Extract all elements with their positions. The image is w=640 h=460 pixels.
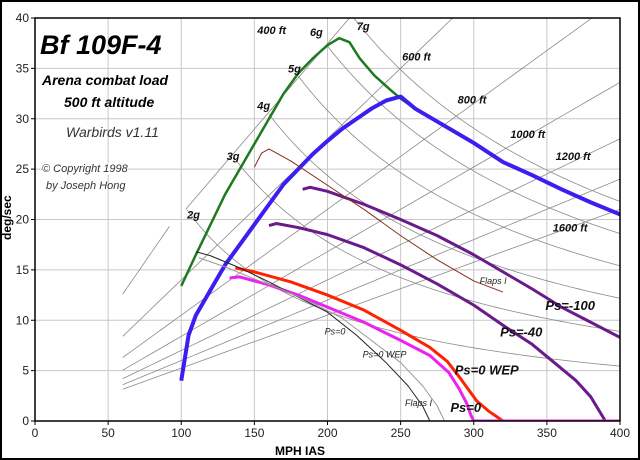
annotation-label: Ps=0 WEP: [363, 350, 407, 360]
x-tick-label: 350: [537, 426, 557, 440]
radius-line-1000ft: [122, 81, 620, 371]
annotation-label: Flaps I: [405, 398, 433, 408]
plot-frame: [34, 17, 621, 422]
y-tick-label: 30: [16, 112, 30, 126]
g-line-5g: [297, 75, 620, 267]
copyright-line-1: © Copyright 1998: [42, 163, 128, 175]
x-tick-label: 100: [171, 426, 191, 440]
annotation-label: 800 ft: [458, 95, 488, 107]
x-tick-label: 150: [244, 426, 264, 440]
series-line-ps-0-wep-thin-: [198, 257, 445, 421]
annotation-label: 7g: [357, 21, 370, 33]
radius-line-1600ft: [122, 208, 620, 390]
y-tick-label: 5: [22, 364, 29, 378]
x-tick-label: 400: [610, 426, 630, 440]
chart-title: Bf 109F-4: [40, 30, 162, 60]
annotation-label: 1200 ft: [556, 151, 592, 163]
annotation-label: 4g: [256, 101, 270, 113]
annotation-label: Ps=0: [325, 326, 346, 336]
y-tick-label: 0: [22, 414, 29, 428]
annotations: 400 ft 6g 7g 5g 4g 3g 2g 600 ft 800 ft 1000 ft 120…: [186, 21, 596, 415]
annotation-label: Ps=0: [450, 400, 481, 415]
copyright-line-2: by Joseph Hong: [46, 180, 126, 192]
g-line-3g: [233, 157, 620, 332]
g-line-7g: [353, 18, 620, 202]
series-line-ps-0: [229, 275, 620, 421]
y-tick-label: 20: [16, 213, 30, 227]
annotation-label: 1000 ft: [510, 129, 546, 141]
annotation-label: Ps=0 WEP: [455, 363, 519, 378]
x-tick-label: 250: [391, 426, 411, 440]
x-tick-label: 300: [464, 426, 484, 440]
series-line-flaps-i: [253, 148, 504, 293]
x-axis-label: MPH IAS: [275, 444, 325, 458]
annotation-label: 1600 ft: [553, 223, 589, 235]
y-tick-label: 35: [16, 61, 30, 75]
x-tick-label: 50: [101, 426, 115, 440]
radius-line-400ft: [122, 226, 170, 295]
g-line-6g: [327, 45, 620, 234]
annotation-label: 2g: [186, 209, 200, 221]
series-line-ps-0-thin-: [195, 251, 431, 421]
x-tick-label: 200: [317, 426, 337, 440]
y-tick-label: 40: [16, 11, 30, 25]
annotation-label: 6g: [310, 27, 323, 39]
series-line-ps-100: [302, 185, 620, 339]
series-line-max-turn: [179, 94, 620, 382]
series-line-ps-40: [268, 222, 607, 421]
annotation-label: Ps=-100: [545, 298, 595, 313]
series-line-ps-0-wep: [235, 266, 504, 421]
version-label: Warbirds v1.11: [66, 124, 159, 140]
annotation-label: 5g: [288, 63, 301, 75]
g-line-4g: [268, 113, 620, 299]
series-group: [179, 36, 620, 421]
annotation-label: Ps=-40: [500, 324, 543, 339]
y-tick-label: 10: [16, 313, 30, 327]
radius-line-1400ft: [122, 178, 620, 386]
annotation-label: 3g: [227, 151, 240, 163]
y-tick-label: 15: [16, 263, 30, 277]
radius-line-600ft: [122, 18, 454, 337]
subtitle-line-1: Arena combat load: [42, 72, 169, 88]
annotation-label: 400 ft: [256, 25, 287, 37]
subtitle-line-2: 500 ft altitude: [64, 94, 155, 110]
y-axis-label: deg/sec: [0, 195, 14, 240]
x-tick-label: 0: [32, 426, 39, 440]
annotation-label: 600 ft: [402, 51, 432, 63]
y-tick-label: 25: [16, 162, 30, 176]
annotation-label: Flaps I: [480, 276, 508, 286]
